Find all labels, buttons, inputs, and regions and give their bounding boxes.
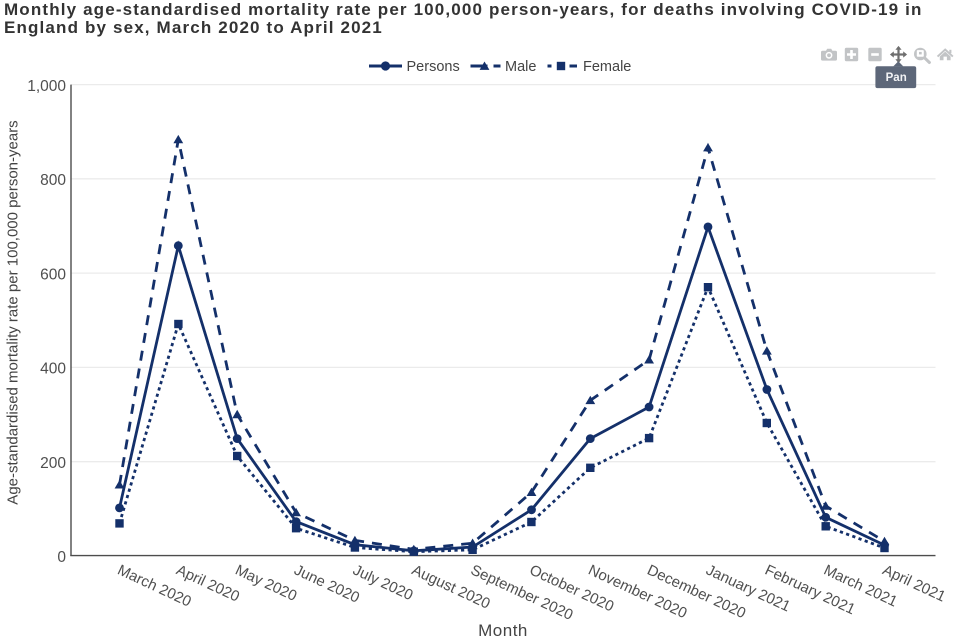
svg-text:Persons: Persons: [407, 59, 460, 75]
svg-text:600: 600: [40, 266, 66, 283]
svg-text:May 2020: May 2020: [233, 562, 300, 605]
svg-text:June 2020: June 2020: [291, 562, 362, 607]
svg-text:July 2020: July 2020: [350, 562, 415, 605]
svg-text:1,000: 1,000: [27, 78, 66, 95]
svg-text:200: 200: [40, 455, 66, 472]
svg-text:Month: Month: [478, 621, 528, 640]
svg-text:Pan: Pan: [886, 72, 907, 84]
svg-text:400: 400: [40, 361, 66, 378]
svg-text:Male: Male: [505, 59, 536, 75]
svg-text:Female: Female: [583, 59, 631, 75]
svg-text:Age-standardised mortality rat: Age-standardised mortality rate per 100,…: [5, 120, 22, 504]
svg-text:0: 0: [57, 549, 66, 566]
svg-text:800: 800: [40, 172, 66, 189]
